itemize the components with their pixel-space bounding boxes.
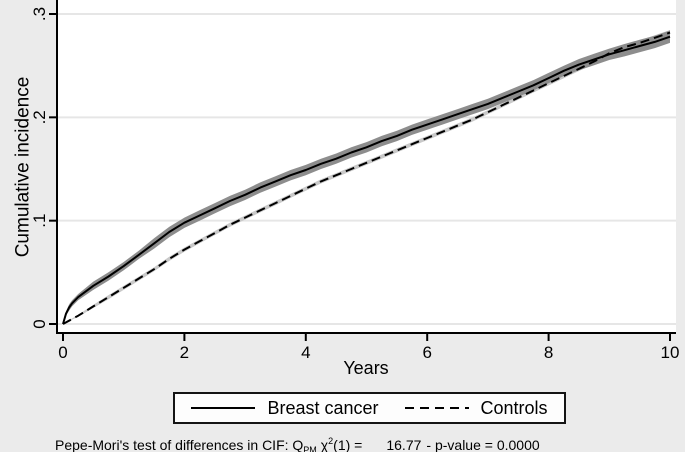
chi-symbol: χ xyxy=(320,437,329,452)
legend-item-controls: Controls xyxy=(404,398,548,418)
cif-plot: 0 .1 .2 .3 0 2 4 6 8 10 Cumulative incidence Year… xyxy=(13,0,680,378)
x-axis-title: Years xyxy=(343,358,388,378)
series-line-breast-cancer xyxy=(62,35,671,325)
x-tick-label: 10 xyxy=(661,343,680,362)
axis-ticks xyxy=(49,13,671,341)
y-tick-label: .3 xyxy=(30,7,49,21)
ci-band-breast-cancer xyxy=(63,30,670,324)
y-tick-label: 0 xyxy=(30,319,49,328)
test-statistic: 16.77 xyxy=(386,437,422,452)
pepe-mori-test-note: Pepe-Mori's test of differences in CIF: … xyxy=(55,431,540,452)
y-axis-title: Cumulative incidence xyxy=(13,77,34,258)
legend: Breast cancer Controls xyxy=(173,392,566,424)
p-value-text: - p-value = 0.0000 xyxy=(426,437,540,452)
series-layer xyxy=(62,30,671,325)
legend-item-breast-cancer: Breast cancer xyxy=(191,398,379,418)
note-superscript: 2 xyxy=(328,436,334,446)
legend-label-breast-cancer: Breast cancer xyxy=(267,398,379,418)
x-tick-label: 6 xyxy=(422,343,431,362)
solid-line-icon xyxy=(191,407,256,409)
legend-label-controls: Controls xyxy=(480,398,548,418)
x-tick-label: 4 xyxy=(301,343,310,362)
x-tick-label: 2 xyxy=(180,343,189,362)
y-tick-label: .1 xyxy=(30,214,49,228)
y-tick-label: .2 xyxy=(30,110,49,124)
note-mid: (1) = xyxy=(333,437,363,452)
x-tick-label: 0 xyxy=(58,343,67,362)
note-prefix: Pepe-Mori's test of differences in CIF: … xyxy=(55,437,304,452)
note-subscript: PM xyxy=(303,445,317,452)
gridlines xyxy=(58,13,676,325)
dashed-line-icon xyxy=(404,407,469,409)
series-line-controls xyxy=(62,31,671,325)
axis-tick-labels: 0 .1 .2 .3 0 2 4 6 8 10 xyxy=(30,7,680,362)
plot-area xyxy=(57,0,676,333)
x-tick-label: 8 xyxy=(544,343,553,362)
